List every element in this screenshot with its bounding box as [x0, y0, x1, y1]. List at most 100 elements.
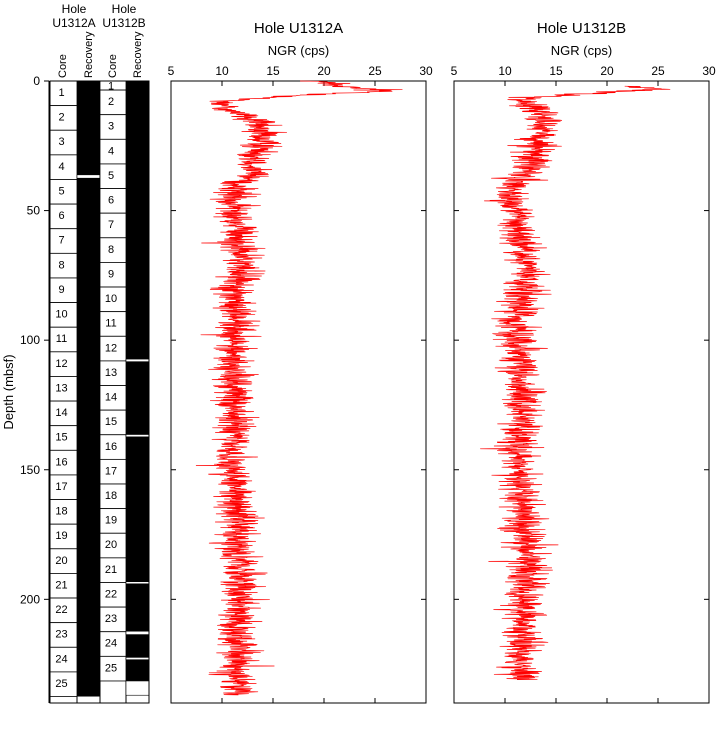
hole-b-recovery-bar: [126, 81, 149, 681]
panel-a-frame: [170, 80, 427, 704]
hole-b-core-label-14: 14: [105, 392, 117, 404]
hole-b-core-21: [99, 557, 127, 583]
hole-b-title-line2: U1312B: [102, 16, 145, 30]
hole-a-core-label-5: 5: [58, 185, 64, 197]
hole-b-core-22: [99, 582, 127, 608]
hole-a-core-header: Core: [57, 54, 69, 78]
panel-b-xtick-label-5: 5: [451, 64, 458, 78]
hole-a-core-16: [49, 449, 78, 476]
hole-a-recovery-gap-0: [76, 174, 101, 179]
hole-b-core-12: [99, 335, 127, 362]
depth-tick-label-100: 100: [20, 333, 40, 347]
hole-b-title-line1: Hole: [112, 2, 137, 16]
hole-a-core-label-17: 17: [55, 481, 67, 493]
hole-a-core-23: [49, 622, 78, 648]
hole-b-core-label-12: 12: [105, 342, 117, 354]
hole-b-core-label-5: 5: [108, 170, 114, 182]
hole-a-core-label-8: 8: [58, 259, 64, 271]
hole-a-core-label-4: 4: [58, 161, 64, 173]
hole-b-core-label-20: 20: [105, 539, 117, 551]
hole-b-recovery-gap-4: [125, 657, 150, 661]
panel-b-ngr-series: [480, 85, 671, 680]
hole-a-core-label-11: 11: [56, 333, 67, 345]
hole-b-core-label-22: 22: [105, 588, 117, 600]
panel-b-xtick-label-20: 20: [600, 64, 614, 78]
hole-a-core-label-1: 1: [58, 87, 64, 99]
depth-tick-label-0: 0: [33, 74, 40, 88]
panel-a-ngr-series: [195, 80, 403, 696]
hole-a-core-17: [49, 474, 78, 500]
hole-a-core-7: [49, 228, 78, 254]
hole-a-core-label-9: 9: [58, 284, 64, 296]
hole-b-recovery-gap-0: [125, 358, 150, 362]
hole-a-core-6: [49, 203, 78, 230]
panel-b-xtick-label-25: 25: [651, 64, 665, 78]
hole-b-core-label-25: 25: [105, 662, 117, 674]
hole-a-core-label-24: 24: [55, 653, 67, 665]
hole-a-core-label-25: 25: [55, 678, 67, 690]
hole-b-core-label-24: 24: [105, 638, 117, 650]
panel-a-xtick-label-25: 25: [368, 64, 382, 78]
depth-tick-label-50: 50: [27, 204, 41, 218]
hole-a-core-label-12: 12: [55, 358, 67, 370]
hole-a-core-label-19: 19: [55, 530, 67, 542]
hole-b-core-label-6: 6: [108, 195, 114, 207]
hole-a-core-label-7: 7: [58, 235, 64, 247]
hole-b-core-13: [99, 360, 127, 386]
panel-b-xtick-label-10: 10: [498, 64, 512, 78]
core-columns: 1234567891011121314151617181920212223242…: [49, 80, 150, 704]
panel-a-xtick-label-30: 30: [419, 64, 433, 78]
panel-b-xlabel: NGR (cps): [551, 43, 612, 58]
hole-a-core-label-22: 22: [55, 604, 67, 616]
hole-a-title-line1: Hole: [62, 2, 87, 16]
panel-b-xtick-label-15: 15: [549, 64, 563, 78]
hole-b-core-label-9: 9: [108, 268, 114, 280]
hole-a-core-label-14: 14: [55, 407, 67, 419]
hole-b-core-label-17: 17: [105, 465, 117, 477]
hole-a-core-13: [49, 376, 78, 402]
hole-a-recovery-header: Recovery: [83, 31, 95, 78]
hole-b-core-label-19: 19: [105, 515, 117, 527]
hole-b-core-label-8: 8: [108, 244, 114, 256]
depth-axis: 0 50 100 150 200: [20, 74, 50, 703]
hole-b-core-label-4: 4: [108, 145, 114, 157]
hole-b-core-label-13: 13: [105, 367, 117, 379]
hole-b-recovery-header: Recovery: [132, 31, 144, 78]
hole-a-core-label-15: 15: [55, 432, 67, 444]
panel-a-title: Hole U1312A: [254, 20, 343, 37]
hole-a-core-label-10: 10: [55, 309, 67, 321]
hole-a-core-11: [49, 326, 78, 353]
panel-a-xlabel: NGR (cps): [268, 43, 329, 58]
hole-a-core-label-3: 3: [58, 136, 64, 148]
hole-a-core-label-20: 20: [55, 555, 67, 567]
hole-b-core-7: [99, 212, 127, 239]
hole-b-core-label-7: 7: [108, 219, 114, 231]
hole-b-core-label-15: 15: [105, 416, 117, 428]
depth-tick-label-150: 150: [20, 463, 40, 477]
hole-a-core-label-2: 2: [58, 112, 64, 124]
panel-a-xtick-label-20: 20: [317, 64, 331, 78]
panel-a-xtick-label-5: 5: [168, 64, 175, 78]
hole-b-core-17: [99, 458, 127, 485]
panel-b-frame: [453, 80, 710, 704]
hole-a-title-line2: U1312A: [52, 16, 95, 30]
hole-b-core-19: [99, 508, 127, 534]
depth-axis-label: Depth (mbsf): [1, 354, 16, 429]
hole-a-core-4: [49, 154, 78, 180]
panel-b-title: Hole U1312B: [537, 20, 626, 37]
hole-b-core-9: [99, 262, 127, 288]
hole-b-core-label-10: 10: [105, 293, 117, 305]
hole-a-core-25: [49, 671, 78, 697]
panel-a-xtick-label-10: 10: [215, 64, 229, 78]
panel-a-xtick-label-15: 15: [266, 64, 280, 78]
hole-b-recovery-gap-2: [125, 581, 150, 585]
hole-b-core-label-11: 11: [105, 318, 116, 330]
hole-b-core-14: [99, 385, 127, 411]
hole-b-core-6: [99, 188, 127, 214]
hole-b-core-header: Core: [107, 54, 119, 78]
hole-b-core-label-16: 16: [105, 441, 117, 453]
hole-b-core-label-21: 21: [105, 564, 117, 576]
hole-a-core-label-16: 16: [55, 456, 67, 468]
hole-b-core-3: [99, 114, 127, 140]
